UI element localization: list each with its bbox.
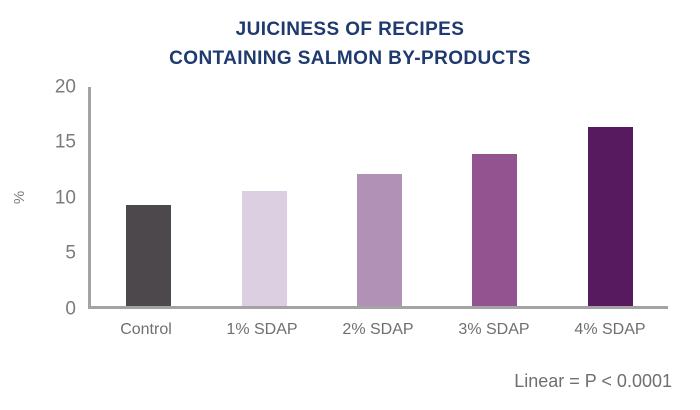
y-tick-label: 20 <box>54 76 76 98</box>
y-axis-label: % <box>11 191 29 205</box>
bar-3-sdap <box>472 153 518 306</box>
bar-slot <box>553 87 668 306</box>
bar-1-sdap <box>241 190 287 306</box>
x-axis-labels: Control 1% SDAP 2% SDAP 3% SDAP 4% SDAP <box>88 309 668 349</box>
bar-4-sdap <box>587 127 633 306</box>
y-axis-label-wrap: % <box>4 87 36 309</box>
y-axis-ticks: 0 5 10 15 20 <box>36 77 88 318</box>
bar-control <box>126 205 172 306</box>
y-tick-label: 0 <box>65 298 76 320</box>
bar-slot <box>322 87 437 306</box>
chart-title-line2: CONTAINING SALMON BY-PRODUCTS <box>169 48 531 70</box>
y-tick-label: 5 <box>65 242 76 264</box>
bar-2-sdap <box>357 174 403 306</box>
chart-title: JUICINESS OF RECIPES CONTAINING SALMON B… <box>0 0 700 74</box>
bar-slot <box>206 87 321 306</box>
x-category-label: 2% SDAP <box>342 320 414 338</box>
bar-slot <box>91 87 206 306</box>
x-category-label: 3% SDAP <box>458 320 530 338</box>
y-tick-label: 10 <box>54 187 76 209</box>
annotation-text: Linear = P < 0.0001 <box>514 370 672 391</box>
x-category-label: 1% SDAP <box>226 320 298 338</box>
x-category-label: Control <box>120 320 172 338</box>
bar-chart: % 0 5 10 15 20 Control 1% SDAP 2% SDAP 3% SDAP 4… <box>4 77 700 349</box>
plot-area <box>88 86 668 309</box>
x-category-label: 4% SDAP <box>574 320 646 338</box>
chart-title-line1: JUICINESS OF RECIPES <box>235 19 465 40</box>
y-tick-label: 15 <box>54 131 76 153</box>
bar-slot <box>437 87 552 306</box>
